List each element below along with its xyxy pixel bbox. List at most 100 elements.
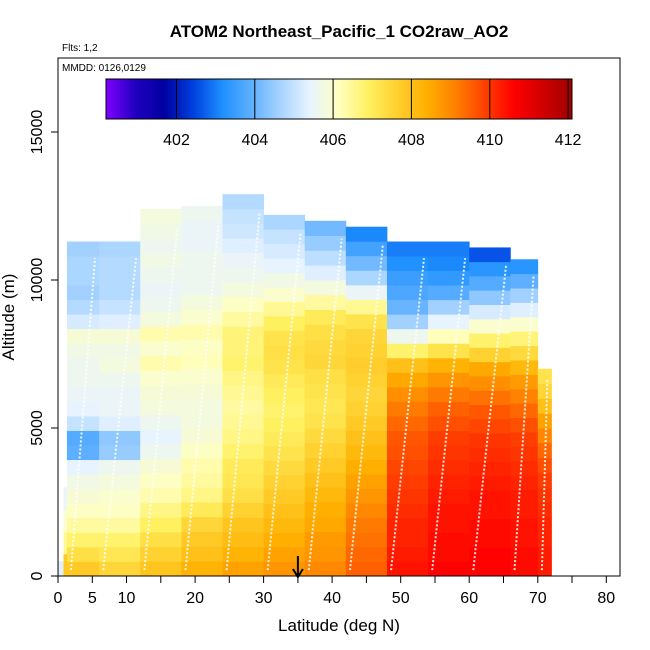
heatmap-cell-5-18 <box>181 294 223 310</box>
heatmap-cell-2-10 <box>66 416 100 431</box>
heatmap-cell-4-17 <box>140 311 182 327</box>
flight-track-leg-11 <box>513 275 535 571</box>
heatmap-cell-13-1 <box>510 547 539 563</box>
heatmap-cell-5-15 <box>181 339 223 355</box>
heatmap-cell-6-15 <box>222 341 265 357</box>
heatmap-cell-4-3 <box>140 517 182 533</box>
x-axis-label: Latitude (deg N) <box>278 616 400 635</box>
heatmap-cell-12-15 <box>469 347 511 363</box>
heatmap-cell-0-0 <box>58 561 64 577</box>
heatmap-cell-8-4 <box>304 502 347 518</box>
heatmap-cell-13-17 <box>510 316 539 332</box>
heatmap-cell-13-6 <box>510 475 539 491</box>
heatmap-cell-5-0 <box>181 561 223 577</box>
heatmap-cell-9-20 <box>345 270 388 286</box>
heatmap-cell-2-12 <box>66 386 100 402</box>
heatmap-cell-2-14 <box>66 357 100 373</box>
latitude-marker <box>292 556 304 579</box>
heatmap-cell-12-19 <box>469 290 511 305</box>
heatmap-cell-13-7 <box>510 460 539 476</box>
heatmap-cell-11-20 <box>428 270 470 286</box>
heatmap-cell-5-12 <box>181 383 223 399</box>
heatmap-cell-14-6 <box>537 472 552 488</box>
heatmap-cell-12-20 <box>469 276 511 291</box>
heatmap-cell-13-0 <box>510 561 539 577</box>
x-tick-label-1: 5 <box>88 590 97 607</box>
flight-track-leg-9 <box>431 258 467 571</box>
heatmap-cell-2-19 <box>66 285 100 301</box>
heatmap-cell-2-17 <box>66 314 100 330</box>
heatmap-cell-9-22 <box>345 241 388 257</box>
heatmap-cell-11-3 <box>428 517 470 533</box>
heatmap-cell-7-10 <box>263 417 306 432</box>
heatmap-cell-8-7 <box>304 457 347 473</box>
heatmap-cell-4-7 <box>140 458 182 474</box>
flight-track-leg-10 <box>472 263 508 571</box>
heatmap-cell-8-2 <box>304 531 347 547</box>
heatmap-cell-12-7 <box>469 461 511 477</box>
heatmap-cell-3-1 <box>99 546 141 562</box>
heatmap-cell-10-22 <box>386 241 429 257</box>
heatmap-cell-8-8 <box>304 442 347 458</box>
heatmap-cell-6-10 <box>222 414 265 430</box>
heatmap-cell-3-7 <box>99 459 141 475</box>
heatmap-cell-12-8 <box>469 447 511 463</box>
heatmap-cell-4-4 <box>140 502 182 518</box>
heatmap-cell-5-6 <box>181 472 223 488</box>
heatmap-cell-7-17 <box>263 315 306 331</box>
flight-track-leg-2 <box>143 227 179 571</box>
y-tick-label-2: 10000 <box>29 258 46 303</box>
heatmap-cell-12-5 <box>469 490 511 505</box>
heatmap-cell-14-8 <box>537 442 552 458</box>
heatmap-cell-10-7 <box>386 459 429 475</box>
heatmap-cell-9-4 <box>345 503 388 519</box>
heatmap-cell-10-16 <box>386 328 429 344</box>
heatmap-cell-8-3 <box>304 516 347 532</box>
heatmap-cell-10-10 <box>386 416 429 431</box>
heatmap-cell-4-24 <box>140 208 182 225</box>
chart-title: ATOM2 Northeast_Pacific_1 CO2raw_AO2 <box>170 22 509 41</box>
heatmap-cell-13-3 <box>510 518 539 534</box>
heatmap-cell-12-13 <box>469 376 511 391</box>
heatmap-cell-3-14 <box>99 357 141 373</box>
y-tick-label-0: 0 <box>29 571 46 580</box>
heatmap-cell-4-14 <box>140 355 182 371</box>
flight-track-leg-0 <box>70 258 96 571</box>
heatmap-cell-4-12 <box>140 385 182 401</box>
heatmap-cell-10-3 <box>386 517 429 533</box>
heatmap-cell-7-24 <box>263 214 306 230</box>
heatmap-cell-14-12 <box>537 383 552 399</box>
heatmap-cell-3-18 <box>99 299 141 315</box>
heatmap-cell-4-13 <box>140 370 182 386</box>
heatmap-cell-2-7 <box>66 459 100 475</box>
heatmap-cell-9-13 <box>345 372 388 388</box>
heatmap-cell-2-3 <box>66 517 100 533</box>
heatmap-cell-11-10 <box>428 416 470 431</box>
heatmap-cell-7-18 <box>263 301 306 317</box>
flight-track-leg-7 <box>349 244 384 571</box>
heatmap-cell-12-4 <box>469 504 511 520</box>
heatmap-cell-11-17 <box>428 314 470 330</box>
heatmap-cell-7-16 <box>263 330 306 346</box>
heatmap-cell-3-22 <box>99 241 141 257</box>
colorbar-gradient <box>105 78 573 120</box>
heatmap-cell-9-18 <box>345 299 388 315</box>
plot-frame <box>57 57 621 577</box>
heatmap-cell-6-19 <box>222 282 265 298</box>
heatmap-cell-14-0 <box>537 561 552 577</box>
heatmap-cell-8-23 <box>304 220 347 236</box>
heatmap-cell-6-4 <box>222 502 265 518</box>
heatmap-cell-6-3 <box>222 517 265 533</box>
heatmap-cell-14-2 <box>537 531 552 547</box>
heatmap-cell-2-6 <box>66 474 100 490</box>
heatmap-cell-8-12 <box>304 383 347 399</box>
heatmap-cell-14-3 <box>537 516 552 532</box>
heatmap-cell-8-20 <box>304 265 347 281</box>
x-tick-label-4: 30 <box>255 590 273 607</box>
heatmap-cell-14-11 <box>537 398 552 414</box>
heatmap-cell-5-4 <box>181 502 223 518</box>
heatmap-cell-5-19 <box>181 280 223 296</box>
heatmap-cell-13-15 <box>510 345 539 361</box>
heatmap-cell-11-14 <box>428 357 470 373</box>
heatmap-cell-11-16 <box>428 328 470 344</box>
